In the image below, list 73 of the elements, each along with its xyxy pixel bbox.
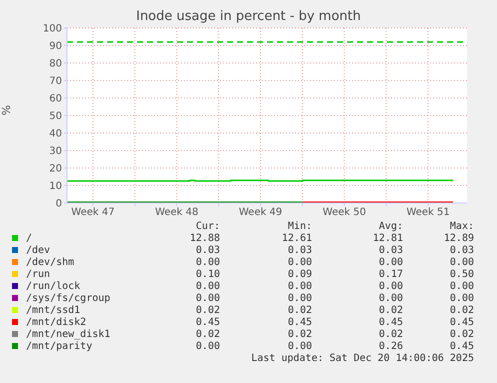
legend-label: /dev	[25, 245, 52, 257]
text: 0.02	[448, 305, 474, 317]
text: Min:	[286, 221, 312, 233]
legend-label: /sys/fs/cgroup	[25, 293, 112, 305]
text: 0.45	[448, 317, 474, 329]
text: 0.03	[194, 245, 220, 257]
text: 0.00	[194, 281, 220, 293]
legend-label: /run/lock	[25, 281, 82, 293]
y-tick-label: 100	[42, 24, 62, 35]
text: 0.00	[448, 293, 474, 305]
text: Max:	[448, 221, 474, 233]
text: 12.81	[372, 233, 403, 245]
text: 0.02	[286, 305, 312, 317]
legend-label: /run	[25, 269, 52, 281]
legend-label: /mnt/disk2	[25, 317, 88, 329]
y-tick-label: 0	[56, 198, 62, 210]
text: 0.00	[378, 281, 403, 293]
text: 0.00	[378, 257, 403, 269]
text: 0.03	[378, 245, 403, 257]
text: 0.02	[448, 329, 474, 341]
text: 0.50	[448, 269, 474, 281]
text: 0.45	[286, 317, 312, 329]
x-tick-label: Week 49	[238, 207, 282, 218]
text: 0.02	[378, 305, 403, 317]
legend-label: /dev/shm	[25, 257, 76, 269]
y-tick-label: 70	[49, 76, 62, 88]
legend-label: /mnt/ssd1	[25, 305, 82, 317]
text: 0.00	[194, 257, 220, 269]
legend-label: /	[25, 233, 34, 245]
x-tick-label: Week 51	[406, 207, 450, 218]
text: 0.00	[194, 293, 220, 305]
y-tick-label: 90	[49, 41, 62, 52]
text: 0.00	[286, 281, 312, 293]
text: 0.00	[448, 281, 474, 293]
x-tick-label: Week 50	[322, 207, 366, 218]
text: 0.00	[286, 341, 312, 353]
chart-title: Inode usage in percent - by month	[135, 9, 362, 24]
text: 0.00	[448, 257, 474, 269]
text: 0.02	[378, 329, 403, 341]
text: 0.00	[194, 341, 220, 353]
text: 0.17	[378, 269, 403, 281]
text: 0.00	[378, 293, 403, 305]
text: 0.03	[286, 245, 312, 257]
text: Last update: Sat Dec 20 14:00:06 2025	[250, 353, 474, 365]
y-tick-label: 10	[49, 181, 62, 192]
text: 0.03	[448, 245, 474, 257]
text: 0.02	[194, 305, 220, 317]
text: 12.88	[188, 233, 220, 245]
text: 0.09	[286, 269, 312, 281]
text: 0.45	[448, 341, 474, 353]
text: 0.26	[378, 341, 403, 353]
y-tick-label: 80	[49, 58, 62, 70]
y-tick-label: 40	[49, 128, 62, 140]
y-tick-label: 50	[49, 111, 62, 122]
text: 0.00	[286, 293, 312, 305]
text: 0.45	[194, 317, 220, 329]
text: 0.02	[286, 329, 312, 341]
text: 0.45	[378, 317, 403, 329]
text: Cur:	[194, 221, 220, 233]
y-tick-label: 60	[49, 94, 62, 105]
text: 12.89	[442, 233, 474, 245]
y-tick-label: 30	[49, 146, 62, 158]
y-tick-label: 20	[49, 164, 62, 175]
text: 0.02	[194, 329, 220, 341]
legend-label: /mnt/new_disk1	[25, 329, 112, 341]
y-axis-title: %	[0, 105, 13, 116]
legend-label: /mnt/parity	[25, 341, 94, 353]
x-tick-label: Week 47	[71, 207, 115, 218]
text: 12.61	[280, 233, 312, 245]
text: 0.10	[194, 269, 220, 281]
x-tick-label: Week 48	[155, 207, 198, 218]
text: Avg:	[378, 221, 403, 233]
text: 0.00	[286, 257, 312, 269]
